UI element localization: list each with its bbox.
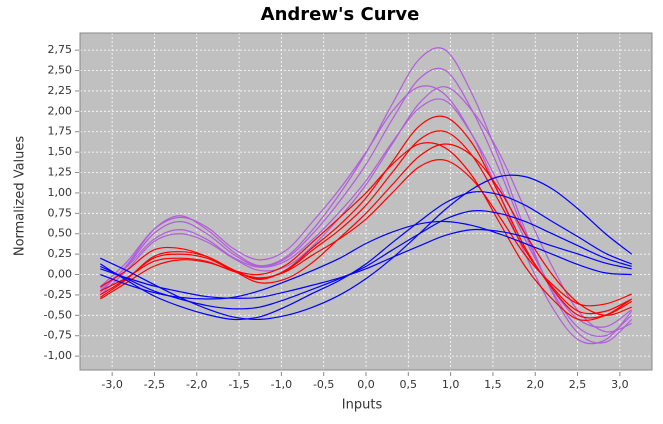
x-tick-label: 1,5 <box>484 378 502 391</box>
y-tick-label: 0,50 <box>48 227 73 240</box>
curve <box>100 159 632 307</box>
y-tick-label: 2,25 <box>48 84 73 97</box>
x-tick-label: 1,0 <box>442 378 460 391</box>
y-tick-label: -0,75 <box>44 329 72 342</box>
x-tick-label: -2,5 <box>144 378 165 391</box>
x-tick-label: 2,0 <box>526 378 544 391</box>
curve <box>100 220 632 300</box>
y-tick-label: 1,00 <box>48 186 73 199</box>
curve <box>99 143 632 316</box>
x-tick-label: 0,5 <box>400 378 418 391</box>
y-tick-label: -0,50 <box>44 308 72 321</box>
x-tick-label: -1,0 <box>271 378 292 391</box>
y-tick-label: 2,75 <box>48 43 73 56</box>
y-tick-label: -0,25 <box>44 288 72 301</box>
plot-border <box>79 32 653 371</box>
y-tick-label: 2,50 <box>48 64 73 77</box>
curve <box>99 142 633 321</box>
x-tick-label: 2,5 <box>569 378 587 391</box>
curve <box>99 115 632 319</box>
y-tick-label: 1,50 <box>48 145 73 158</box>
x-tick-label: 3,0 <box>611 378 629 391</box>
x-tick-label: -0,5 <box>313 378 334 391</box>
y-tick-label: -1,00 <box>44 349 72 362</box>
chart-title: Andrew's Curve <box>261 4 420 25</box>
x-tick-label: 0,0 <box>357 378 375 391</box>
curve <box>99 85 633 345</box>
y-tick-label: 0,75 <box>48 206 73 219</box>
x-tick-label: -3,0 <box>101 378 122 391</box>
x-axis-label: Inputs <box>342 398 383 413</box>
curve <box>100 228 632 299</box>
x-tick-label: -1,5 <box>228 378 249 391</box>
y-tick-label: 0,25 <box>48 247 73 260</box>
y-tick-label: 1,25 <box>48 166 73 179</box>
y-axis-label: Normalized Values <box>13 136 28 257</box>
curve <box>100 174 633 321</box>
y-tick-label: 1,75 <box>48 125 73 138</box>
curve <box>99 191 632 321</box>
y-tick-label: 2,00 <box>48 104 73 117</box>
x-tick-label: -2,0 <box>186 378 207 391</box>
y-tick-label: 0,00 <box>48 268 73 281</box>
